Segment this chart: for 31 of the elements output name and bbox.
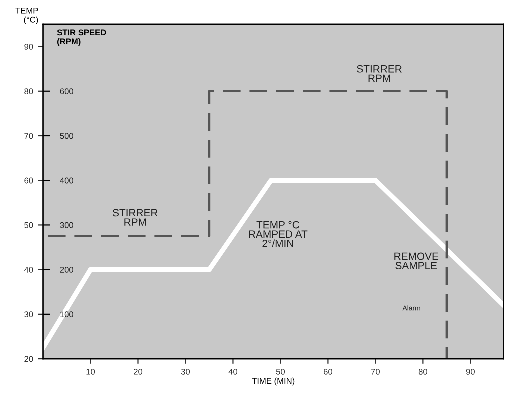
line-series (43, 178, 504, 350)
annotation: STIRRER RPM (113, 209, 158, 226)
y-tick-label: 50 (24, 222, 34, 228)
x-tick-label: 10 (86, 368, 96, 375)
y-axis-title: TEMP (°C) (16, 8, 38, 24)
y2-tick-label: 500 (60, 133, 74, 140)
y2-tick-label: 200 (60, 267, 74, 273)
y2-tick-label: 300 (60, 222, 74, 228)
x-tick-label: 20 (134, 368, 143, 375)
y-tick-label: 90 (24, 44, 34, 50)
x-tick-label: 70 (371, 368, 380, 375)
y2-axis-title: STIR SPEED (RPM) (57, 30, 106, 46)
y2-tick-label: 400 (60, 178, 74, 184)
annotation: TEMP °C RAMPED AT 2°/MIN (249, 221, 308, 248)
y2-tick-label: 600 (60, 88, 74, 94)
y-tick-label: 30 (24, 312, 34, 318)
x-tick-label: 80 (418, 368, 428, 375)
x-tick-label: 30 (181, 368, 190, 375)
y2-tick-label: 100 (60, 312, 74, 318)
y-tick-label: 40 (24, 267, 34, 273)
annotation: REMOVE SAMPLE (394, 252, 439, 270)
y-tick-label: 60 (24, 178, 34, 184)
x-tick-label: 90 (466, 368, 475, 375)
y-tick-label: 20 (24, 356, 34, 362)
x-tick-label: 40 (228, 368, 238, 375)
x-tick-label: 50 (276, 368, 286, 375)
annotation: STIRRER RPM (357, 65, 402, 82)
x-axis-title: TIME (MIN) (252, 378, 295, 386)
y-tick-label: 70 (24, 133, 34, 140)
y-tick-label: 80 (24, 88, 34, 94)
x-tick-label: 60 (324, 368, 333, 375)
